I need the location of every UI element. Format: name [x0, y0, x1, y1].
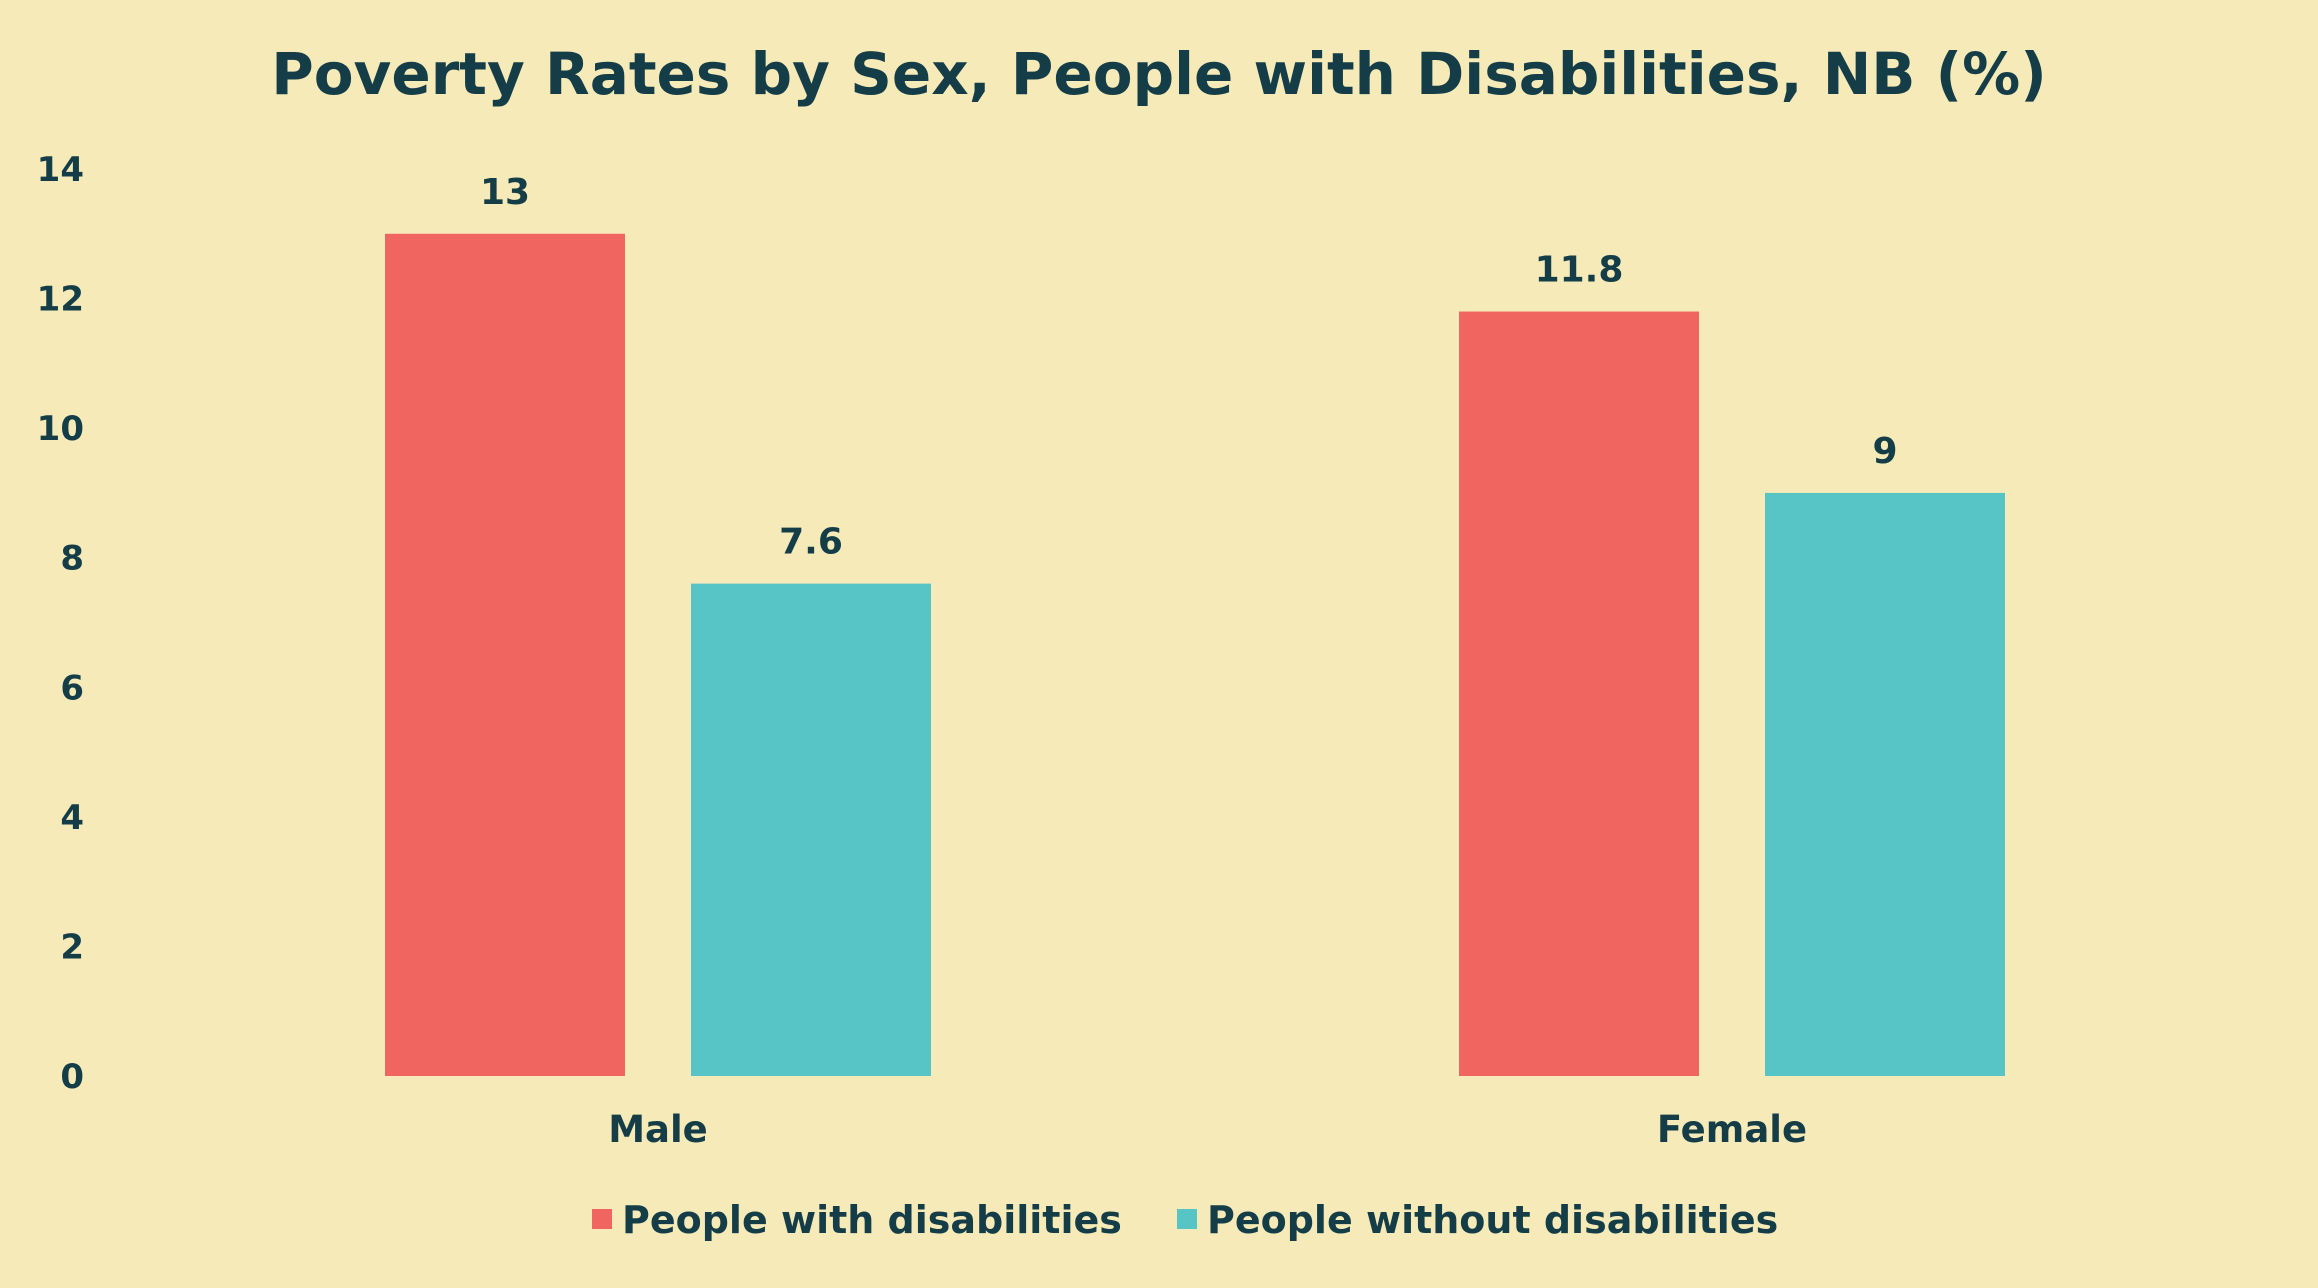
x-axis: Male Female	[608, 1108, 1807, 1151]
legend-swatch	[592, 1209, 612, 1229]
y-tick-label: 14	[37, 150, 84, 190]
x-category-label: Female	[1657, 1108, 1807, 1151]
chart-title: Poverty Rates by Sex, People with Disabi…	[271, 40, 2047, 108]
legend-label: People without disabilities	[1207, 1198, 1778, 1242]
legend-swatch	[1177, 1209, 1197, 1229]
legend: People with disabilities People without d…	[592, 1198, 1778, 1242]
legend-item: People with disabilities	[592, 1198, 1122, 1242]
bar-value-label: 9	[1872, 431, 1897, 472]
legend-label: People with disabilities	[622, 1198, 1122, 1242]
y-tick-label: 4	[60, 798, 84, 838]
bar-labels-group: 13 7.6 11.8 9	[480, 172, 1898, 563]
x-category-label: Male	[608, 1108, 708, 1151]
y-tick-label: 12	[37, 280, 84, 320]
bar-female-series-2	[1765, 492, 2005, 1076]
bar-female-series-1	[1459, 311, 1699, 1076]
y-tick-label: 0	[60, 1057, 84, 1097]
legend-item: People without disabilities	[1177, 1198, 1778, 1242]
bar-male-series-2	[691, 583, 931, 1076]
bar-value-label: 7.6	[779, 522, 843, 563]
bars-group	[385, 233, 2005, 1077]
bar-value-label: 11.8	[1535, 250, 1624, 291]
y-tick-label: 6	[60, 668, 84, 708]
y-tick-label: 2	[60, 927, 84, 967]
y-axis: 0 2 4 6 8 10 12 14	[37, 150, 84, 1097]
bar-male-series-1	[385, 233, 625, 1077]
y-tick-label: 8	[60, 539, 84, 579]
bar-value-label: 13	[480, 172, 530, 213]
y-tick-label: 10	[37, 409, 84, 449]
